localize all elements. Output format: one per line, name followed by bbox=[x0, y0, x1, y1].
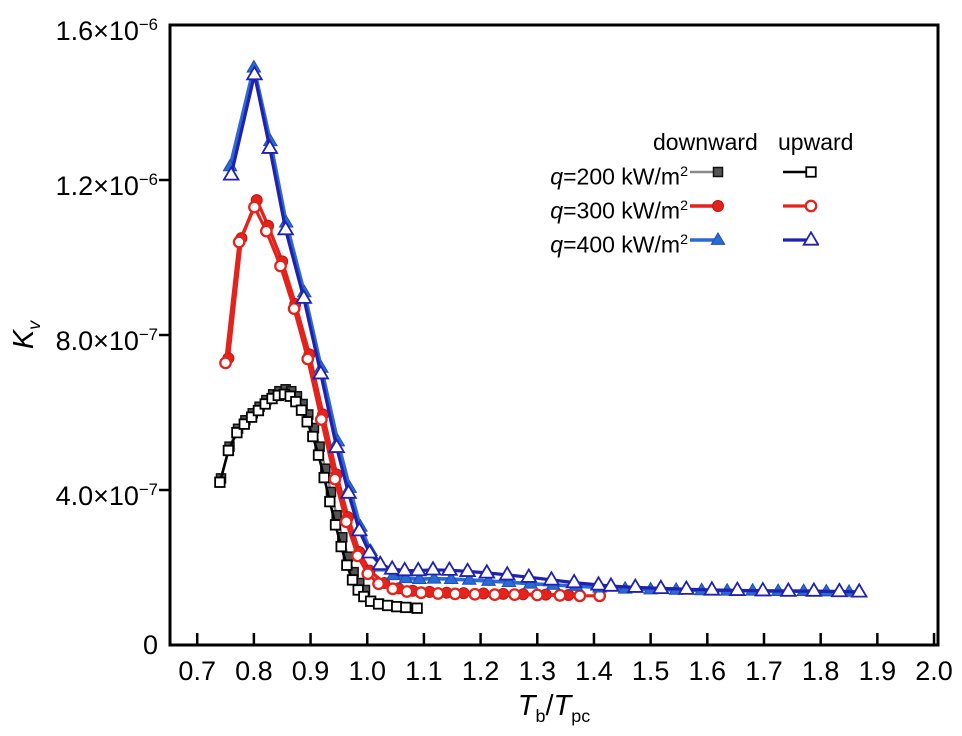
x-tick-label-2.0: 2.0 bbox=[915, 656, 953, 686]
x-tick-label-1.4: 1.4 bbox=[575, 656, 613, 686]
y-tick-label-1.2×10−6: 1.2×10−6 bbox=[55, 170, 158, 201]
x-tick-label-1.7: 1.7 bbox=[745, 656, 783, 686]
x-tick-label-1.2: 1.2 bbox=[461, 656, 500, 686]
y-tick-label-8.0×10−7: 8.0×10−7 bbox=[55, 325, 158, 356]
y-ticks bbox=[159, 178, 171, 492]
x-tick-label-0.9: 0.9 bbox=[291, 656, 330, 686]
x-ticks bbox=[195, 633, 936, 644]
x-axis-title-part: b bbox=[535, 705, 546, 726]
series-q300-upward bbox=[219, 200, 607, 603]
y-tick-label-0: 0 bbox=[142, 630, 158, 660]
x-axis-title-part: T bbox=[553, 690, 572, 722]
x-tick-label-1.8: 1.8 bbox=[801, 656, 840, 686]
series-line-q400-upward bbox=[229, 73, 861, 594]
x-axis-title-part: T bbox=[517, 690, 536, 722]
y-tick-label-4.0×10−7: 4.0×10−7 bbox=[55, 480, 158, 511]
x-tick-label-1.9: 1.9 bbox=[858, 656, 897, 686]
x-axis-title-part: / bbox=[545, 690, 554, 722]
x-tick-label-1.6: 1.6 bbox=[688, 656, 727, 686]
series-line-q400-downward bbox=[228, 65, 851, 594]
plot-frame bbox=[168, 23, 940, 647]
x-tick-label-0.7: 0.7 bbox=[178, 656, 216, 686]
y-tick-label-1.6×10−6: 1.6×10−6 bbox=[55, 15, 158, 46]
x-axis-title-part: pc bbox=[571, 705, 591, 726]
x-tick-label-0.8: 0.8 bbox=[235, 656, 273, 686]
series-q400-downward bbox=[222, 59, 857, 597]
series-q400-upward bbox=[222, 65, 869, 598]
x-axis-title: Tb/Tpc bbox=[454, 690, 654, 727]
x-tick-label-1.0: 1.0 bbox=[348, 656, 386, 686]
x-tick-label-1.3: 1.3 bbox=[518, 656, 557, 686]
x-tick-label-1.1: 1.1 bbox=[405, 656, 443, 686]
series-q200-upward bbox=[214, 388, 423, 614]
x-tick-label-1.5: 1.5 bbox=[631, 656, 670, 686]
